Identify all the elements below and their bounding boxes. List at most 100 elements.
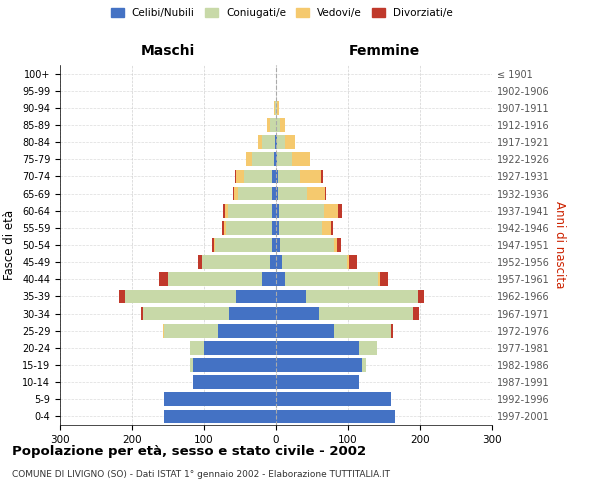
- Bar: [276, 290, 306, 304]
- Bar: [282, 256, 347, 269]
- Bar: [272, 204, 276, 218]
- Bar: [272, 186, 276, 200]
- Text: COMUNE DI LIVIGNO (SO) - Dati ISTAT 1° gennaio 2002 - Elaborazione TUTTITALIA.IT: COMUNE DI LIVIGNO (SO) - Dati ISTAT 1° g…: [12, 470, 390, 479]
- Bar: [163, 324, 164, 338]
- Bar: [262, 136, 275, 149]
- Bar: [143, 306, 229, 320]
- Bar: [276, 101, 277, 114]
- Bar: [202, 256, 270, 269]
- Bar: [276, 358, 362, 372]
- Bar: [268, 118, 270, 132]
- Bar: [247, 152, 252, 166]
- Bar: [198, 256, 202, 269]
- Y-axis label: Anni di nascita: Anni di nascita: [553, 202, 566, 288]
- Bar: [274, 101, 275, 114]
- Bar: [262, 272, 276, 286]
- Bar: [391, 324, 392, 338]
- Bar: [164, 392, 276, 406]
- Bar: [234, 186, 238, 200]
- Bar: [277, 136, 284, 149]
- Bar: [276, 186, 278, 200]
- Bar: [252, 152, 274, 166]
- Bar: [193, 358, 276, 372]
- Bar: [277, 152, 292, 166]
- Bar: [270, 256, 276, 269]
- Bar: [278, 186, 307, 200]
- Bar: [276, 170, 278, 183]
- Bar: [233, 186, 234, 200]
- Bar: [306, 290, 418, 304]
- Bar: [319, 306, 413, 320]
- Bar: [275, 101, 276, 114]
- Bar: [338, 204, 341, 218]
- Bar: [276, 256, 282, 269]
- Text: Femmine: Femmine: [349, 44, 419, 58]
- Bar: [280, 118, 286, 132]
- Bar: [236, 290, 276, 304]
- Bar: [276, 376, 359, 389]
- Bar: [275, 136, 276, 149]
- Bar: [272, 170, 276, 183]
- Bar: [215, 238, 272, 252]
- Bar: [413, 306, 419, 320]
- Bar: [276, 324, 334, 338]
- Bar: [274, 152, 276, 166]
- Bar: [307, 186, 325, 200]
- Bar: [292, 152, 310, 166]
- Bar: [168, 272, 262, 286]
- Bar: [119, 290, 125, 304]
- Bar: [272, 238, 276, 252]
- Y-axis label: Fasce di età: Fasce di età: [4, 210, 16, 280]
- Bar: [223, 204, 225, 218]
- Bar: [276, 238, 280, 252]
- Bar: [276, 341, 359, 354]
- Bar: [276, 118, 280, 132]
- Bar: [278, 170, 300, 183]
- Bar: [204, 341, 276, 354]
- Bar: [276, 204, 279, 218]
- Bar: [193, 376, 276, 389]
- Bar: [284, 272, 378, 286]
- Bar: [164, 324, 218, 338]
- Bar: [349, 256, 356, 269]
- Bar: [190, 341, 204, 354]
- Bar: [160, 272, 168, 286]
- Bar: [190, 358, 193, 372]
- Bar: [272, 221, 276, 234]
- Bar: [337, 238, 341, 252]
- Bar: [236, 170, 244, 183]
- Bar: [238, 186, 272, 200]
- Bar: [334, 324, 391, 338]
- Bar: [276, 410, 395, 424]
- Bar: [418, 290, 424, 304]
- Bar: [235, 170, 236, 183]
- Bar: [300, 170, 322, 183]
- Bar: [270, 118, 276, 132]
- Bar: [322, 221, 331, 234]
- Bar: [322, 170, 323, 183]
- Bar: [331, 221, 333, 234]
- Bar: [214, 238, 215, 252]
- Bar: [362, 358, 366, 372]
- Bar: [125, 290, 236, 304]
- Text: Popolazione per età, sesso e stato civile - 2002: Popolazione per età, sesso e stato civil…: [12, 445, 366, 458]
- Bar: [142, 306, 143, 320]
- Bar: [276, 392, 391, 406]
- Bar: [378, 272, 380, 286]
- Bar: [277, 101, 279, 114]
- Bar: [359, 341, 377, 354]
- Bar: [279, 204, 323, 218]
- Bar: [258, 136, 262, 149]
- Bar: [222, 221, 224, 234]
- Bar: [323, 204, 338, 218]
- Bar: [224, 221, 226, 234]
- Bar: [164, 410, 276, 424]
- Bar: [334, 238, 337, 252]
- Bar: [325, 186, 326, 200]
- Legend: Celibi/Nubili, Coniugati/e, Vedovi/e, Divorziati/e: Celibi/Nubili, Coniugati/e, Vedovi/e, Di…: [108, 5, 456, 21]
- Bar: [229, 306, 276, 320]
- Bar: [218, 324, 276, 338]
- Bar: [279, 221, 322, 234]
- Bar: [276, 136, 277, 149]
- Bar: [347, 256, 349, 269]
